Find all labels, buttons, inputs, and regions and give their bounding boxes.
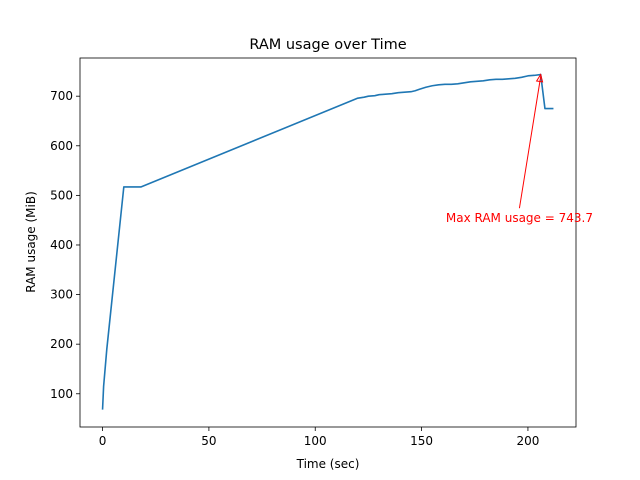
- axes-frame: [79, 57, 577, 428]
- annotation-arrow-line: [518, 76, 542, 209]
- y-tick-label: 600: [50, 139, 73, 153]
- x-axis-label: Time (sec): [296, 457, 360, 471]
- plot-area: [101, 73, 554, 410]
- y-tick-label: 500: [50, 188, 73, 202]
- y-tick-label: 200: [50, 337, 73, 351]
- x-tick-label: 50: [201, 434, 216, 448]
- y-axis-label: RAM usage (MiB): [24, 191, 38, 293]
- x-tick-label: 150: [410, 434, 433, 448]
- y-axis: 100 200 300 400 500 600 700: [50, 89, 80, 401]
- y-tick-label: 100: [50, 387, 73, 401]
- y-tick-label: 400: [50, 238, 73, 252]
- x-tick-label: 100: [304, 434, 327, 448]
- chart-title: RAM usage over Time: [249, 37, 406, 53]
- x-tick-label: 200: [516, 434, 539, 448]
- ram-usage-line: [101, 73, 554, 410]
- x-axis: 0 50 100 150 200: [99, 427, 539, 448]
- annotation: Max RAM usage = 743.7: [446, 73, 593, 225]
- x-tick-label: 0: [99, 434, 107, 448]
- annotation-label: Max RAM usage = 743.7: [446, 211, 593, 225]
- y-tick-label: 700: [50, 89, 73, 103]
- y-tick-label: 300: [50, 288, 73, 302]
- annotation-arrowhead: [535, 73, 544, 83]
